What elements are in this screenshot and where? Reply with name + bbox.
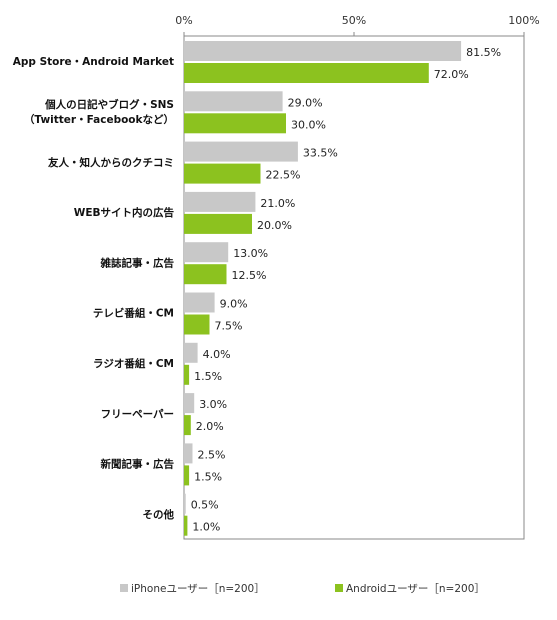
bar-value-label: 81.5% [466, 46, 501, 59]
bar-value-label: 0.5% [191, 499, 219, 512]
category-label: （Twitter・Facebookなど） [24, 113, 174, 126]
category-label: フリーペーパー [101, 408, 174, 420]
bar-value-label: 30.0% [291, 118, 326, 131]
category-label: テレビ番組・CM [93, 307, 174, 320]
category-label: 友人・知人からのクチコミ [47, 156, 174, 169]
category-label: ラジオ番組・CM [93, 357, 174, 370]
bar [184, 314, 210, 335]
bar-value-label: 1.5% [194, 470, 222, 483]
bar [184, 393, 195, 414]
bar-value-label: 3.0% [199, 398, 227, 411]
bar-value-label: 20.0% [257, 219, 292, 232]
bar [184, 63, 429, 83]
bar [184, 364, 190, 385]
category-label: 雑誌記事・広告 [100, 256, 175, 269]
category-label: WEBサイト内の広告 [74, 206, 175, 219]
bar [184, 465, 190, 486]
bar [184, 443, 193, 464]
bar-value-label: 2.0% [196, 420, 224, 433]
bar-value-label: 2.5% [198, 448, 226, 461]
legend-label: iPhoneユーザー［n=200］ [131, 583, 265, 595]
bar-value-label: 9.0% [220, 298, 248, 311]
bar-value-label: 7.5% [215, 320, 243, 333]
bar [184, 242, 229, 263]
category-label: App Store・Android Market [13, 56, 174, 68]
bar [184, 493, 186, 514]
bar-value-label: 72.0% [434, 68, 469, 81]
x-tick-label: 50% [342, 14, 366, 27]
bar [184, 163, 261, 184]
bar-value-label: 33.5% [303, 147, 338, 160]
bar-value-label: 22.5% [266, 169, 301, 182]
bar-value-label: 1.5% [194, 370, 222, 383]
bar [184, 264, 227, 285]
bar-value-label: 13.0% [233, 247, 268, 260]
bar [184, 292, 215, 313]
legend-label: Androidユーザー［n=200］ [346, 583, 485, 595]
bar [184, 415, 191, 436]
x-tick-label: 100% [508, 14, 539, 27]
bar [184, 515, 188, 536]
bar-value-label: 1.0% [192, 521, 220, 534]
bar-value-label: 12.5% [232, 269, 267, 282]
bar [184, 91, 283, 112]
bar [184, 191, 256, 212]
bar [184, 342, 198, 363]
bar [184, 113, 286, 134]
plot-frame [183, 35, 525, 540]
bar [184, 213, 252, 234]
category-label: 個人の日記やブログ・SNS [44, 98, 174, 111]
category-label: 新聞記事・広告 [101, 458, 175, 471]
legend-swatch [120, 584, 128, 592]
bar-value-label: 29.0% [288, 96, 323, 109]
bar-value-label: 21.0% [260, 197, 295, 210]
x-tick-label: 0% [175, 14, 192, 27]
category-label: その他 [143, 508, 175, 521]
legend-swatch [335, 584, 343, 592]
bar [184, 141, 298, 162]
bar [184, 41, 462, 61]
bar-value-label: 4.0% [203, 348, 231, 361]
